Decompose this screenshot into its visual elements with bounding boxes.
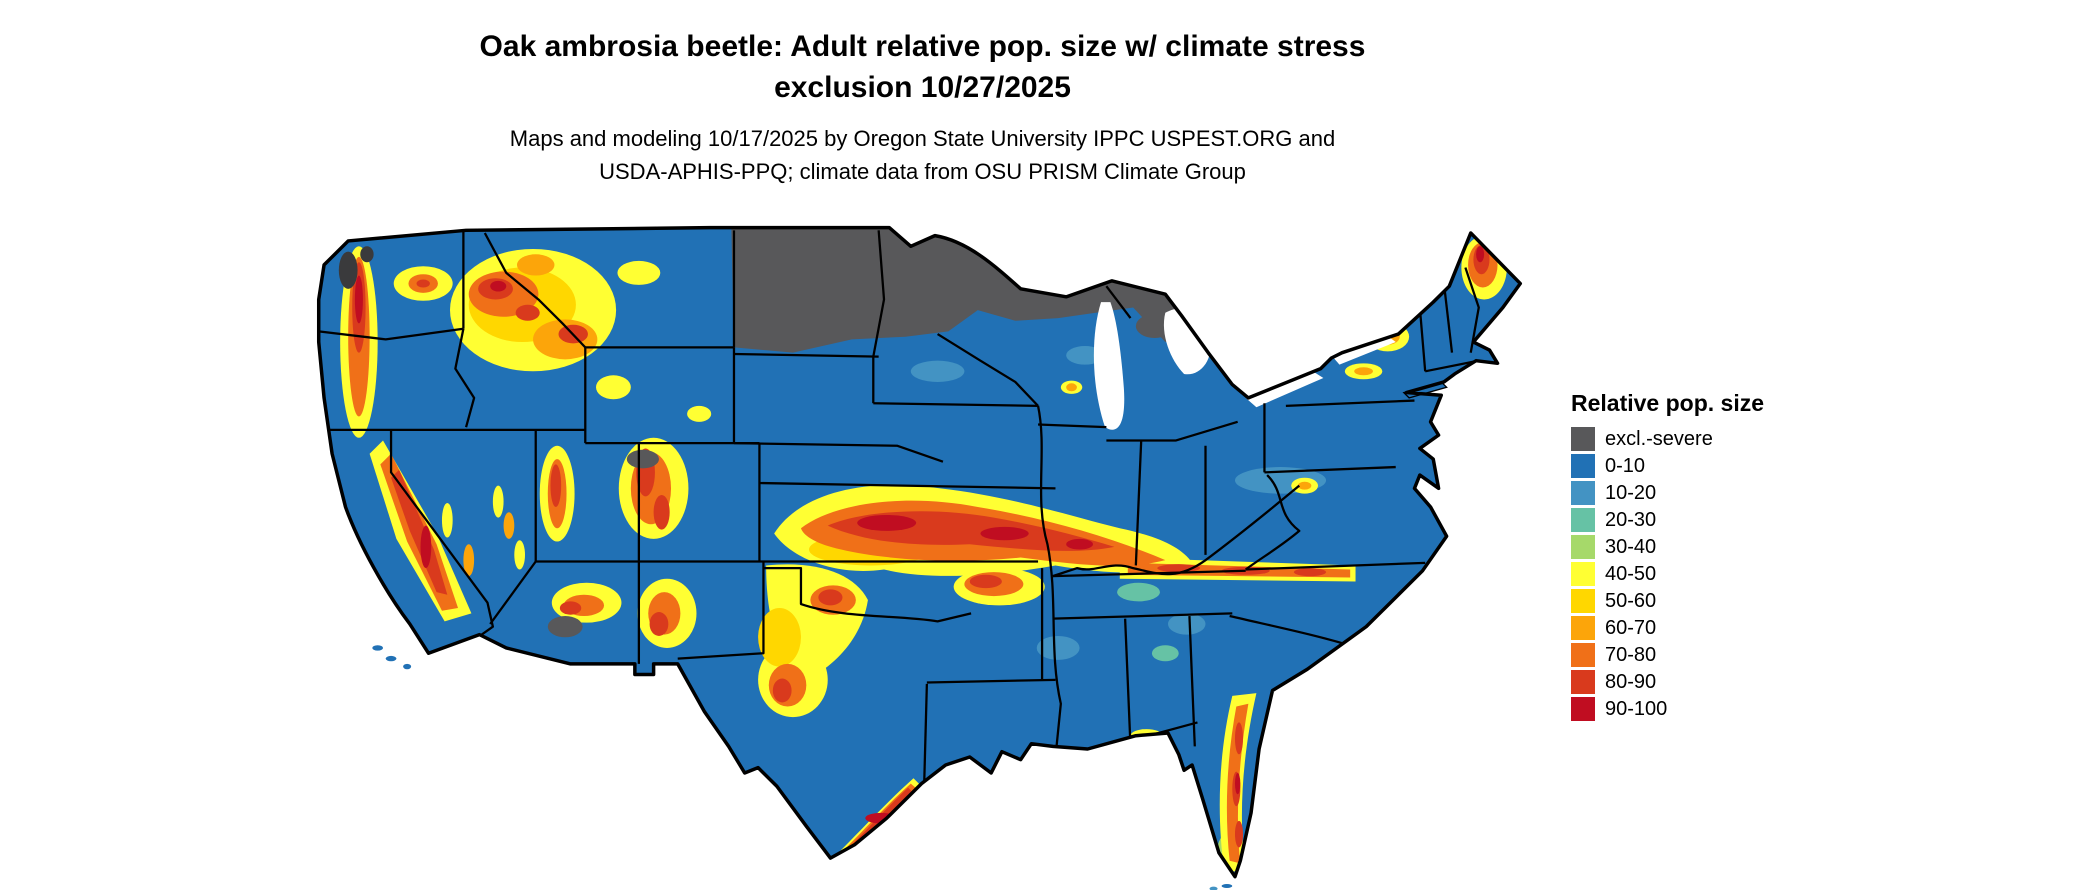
legend-item-70-80: 70-80 xyxy=(1571,643,1764,667)
legend-label: excl.-severe xyxy=(1605,427,1713,450)
legend-item-80-90: 80-90 xyxy=(1571,670,1764,694)
legend-item-40-50: 40-50 xyxy=(1571,562,1764,586)
legend-swatch xyxy=(1571,616,1595,640)
legend-label: 50-60 xyxy=(1605,589,1657,612)
lake-erie xyxy=(1245,371,1324,408)
map-subtitle: Maps and modeling 10/17/2025 by Oregon S… xyxy=(0,122,1845,188)
legend-item-10-20: 10-20 xyxy=(1571,481,1764,505)
legend-swatch xyxy=(1571,697,1595,721)
florida-keys xyxy=(1221,884,1233,889)
legend-label: 70-80 xyxy=(1605,643,1657,666)
legend-swatch xyxy=(1571,508,1595,532)
legend-label: 60-70 xyxy=(1605,616,1657,639)
legend-label: 10-20 xyxy=(1605,481,1657,504)
legend-swatch xyxy=(1571,643,1595,667)
legend-label: 90-100 xyxy=(1605,697,1668,720)
map-subtitle-line2: USDA-APHIS-PPQ; climate data from OSU PR… xyxy=(599,159,1246,184)
legend: Relative pop. size excl.-severe 0-10 10-… xyxy=(1571,390,1764,724)
lake-huron xyxy=(1163,308,1212,375)
channel-island xyxy=(372,645,384,651)
legend-label: 0-10 xyxy=(1605,454,1646,477)
legend-item-60-70: 60-70 xyxy=(1571,616,1764,640)
legend-swatch xyxy=(1571,562,1595,586)
legend-label: 30-40 xyxy=(1605,535,1657,558)
map-title-line1: Oak ambrosia beetle: Adult relative pop.… xyxy=(479,30,1366,63)
legend-item-50-60: 50-60 xyxy=(1571,589,1764,613)
legend-label: 80-90 xyxy=(1605,670,1657,693)
us-outline xyxy=(316,225,1523,879)
lake-michigan xyxy=(1093,302,1125,430)
legend-swatch xyxy=(1571,427,1595,451)
lake-superior xyxy=(959,227,1190,289)
legend-item-30-40: 30-40 xyxy=(1571,535,1764,559)
map-title-line2: exclusion 10/27/2025 xyxy=(774,71,1071,104)
legend-item-excl-severe: excl.-severe xyxy=(1571,427,1764,451)
legend-title: Relative pop. size xyxy=(1571,390,1765,416)
legend-swatch xyxy=(1571,481,1595,505)
legend-swatch xyxy=(1571,670,1595,694)
legend-label: 40-50 xyxy=(1605,562,1657,585)
channel-island xyxy=(385,655,397,662)
channel-island xyxy=(403,663,412,670)
raster-layer xyxy=(318,227,1521,877)
legend-item-90-100: 90-100 xyxy=(1571,697,1764,721)
florida-keys xyxy=(1209,886,1218,891)
legend-item-0-10: 0-10 xyxy=(1571,454,1764,478)
legend-label: 20-30 xyxy=(1605,508,1657,531)
map-subtitle-line1: Maps and modeling 10/17/2025 by Oregon S… xyxy=(509,126,1336,151)
us-map xyxy=(308,225,1527,891)
legend-swatch xyxy=(1571,454,1595,478)
us-map-svg xyxy=(316,225,1523,891)
legend-swatch xyxy=(1571,589,1595,613)
legend-item-20-30: 20-30 xyxy=(1571,508,1764,532)
map-title: Oak ambrosia beetle: Adult relative pop.… xyxy=(0,26,1845,108)
state-borders-layer xyxy=(318,230,1480,784)
legend-swatch xyxy=(1571,535,1595,559)
